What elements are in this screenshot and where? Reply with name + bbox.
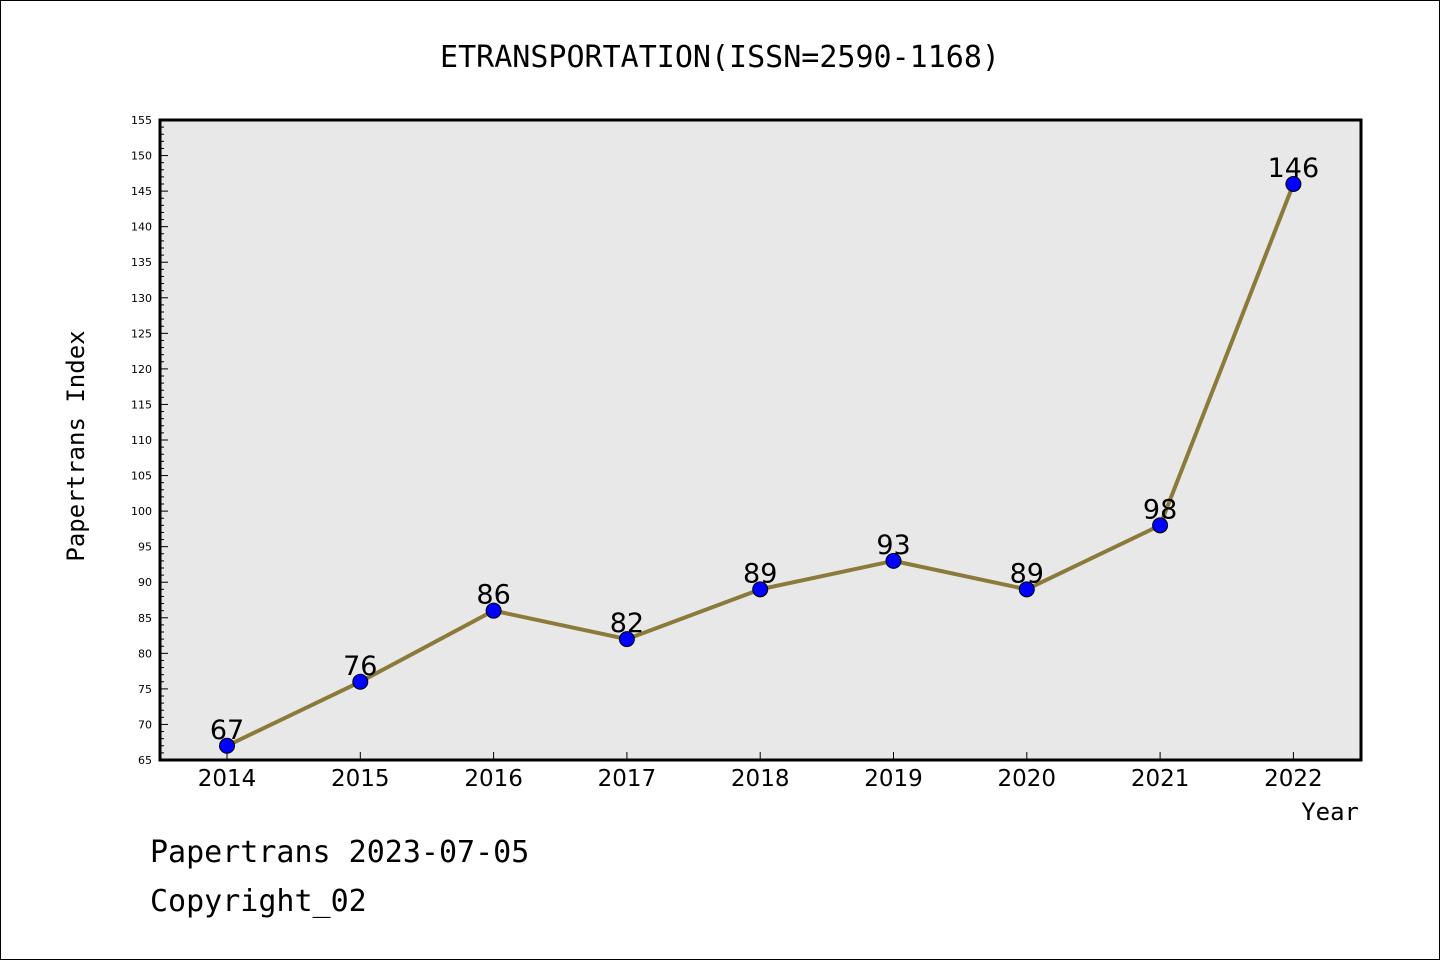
series-group: 67 76 86 82 89 93 89 98 146 [210,153,1320,754]
data-label: 89 [1010,558,1044,589]
data-label: 89 [743,558,777,589]
y-tick-label: 125 [131,327,152,340]
y-tick-label: 70 [138,718,152,731]
footer-date: Papertrans 2023-07-05 [150,835,530,870]
y-tick-label: 95 [138,541,152,554]
x-tick-label: 2020 [998,766,1057,792]
x-tick-label: 2019 [864,766,923,792]
data-label: 76 [343,651,377,682]
y-tick-label: 115 [131,398,152,411]
data-point [352,673,369,690]
x-axis-label: Year [1301,798,1359,826]
data-point [485,602,502,619]
y-tick-label: 90 [138,576,152,589]
data-point [1152,517,1169,534]
y-tick-label: 130 [131,292,152,305]
y-tick-label: 145 [131,185,152,198]
data-point [752,581,769,598]
y-tick-label: 85 [138,612,152,625]
footer-copyright: Copyright_02 [150,884,367,919]
data-label: 93 [876,530,910,561]
data-point [219,737,235,754]
y-tick-label: 140 [131,221,152,234]
x-tick-label: 2018 [731,766,790,792]
y-tick-label: 75 [138,683,152,696]
x-tick-label: 2021 [1131,766,1190,792]
x-tick-label: 2015 [331,766,390,792]
x-axis: 2014 2015 2016 2017 2018 2019 2020 2021 2022 [198,752,1323,792]
y-axis: 65 70 75 80 85 90 95 100 105 110 115 120 125 130 135 14… [131,114,168,767]
data-label: 98 [1143,494,1177,525]
data-label: 146 [1268,153,1320,184]
y-tick-label: 120 [131,363,152,376]
y-tick-label: 135 [131,256,152,269]
data-point [1018,581,1035,598]
chart-title: ETRANSPORTATION(ISSN=2590-1168) [440,40,1000,75]
y-tick-label: 155 [131,114,152,127]
y-tick-label: 150 [131,150,152,163]
x-tick-label: 2014 [198,766,257,792]
data-point [1285,176,1302,192]
data-point [618,631,635,648]
y-tick-label: 105 [131,470,152,483]
data-label: 86 [476,580,510,611]
y-tick-label: 80 [138,647,152,660]
y-axis-label: Papertrans Index [62,330,90,561]
data-label: 82 [610,608,644,639]
plot-area [158,118,1363,762]
y-tick-label: 100 [131,505,152,518]
x-tick-label: 2022 [1264,766,1323,792]
data-point [885,552,902,569]
y-tick-label: 110 [131,434,152,447]
y-tick-label: 65 [138,754,152,767]
x-tick-label: 2017 [598,766,657,792]
x-tick-label: 2016 [464,766,523,792]
data-label: 67 [210,715,244,746]
